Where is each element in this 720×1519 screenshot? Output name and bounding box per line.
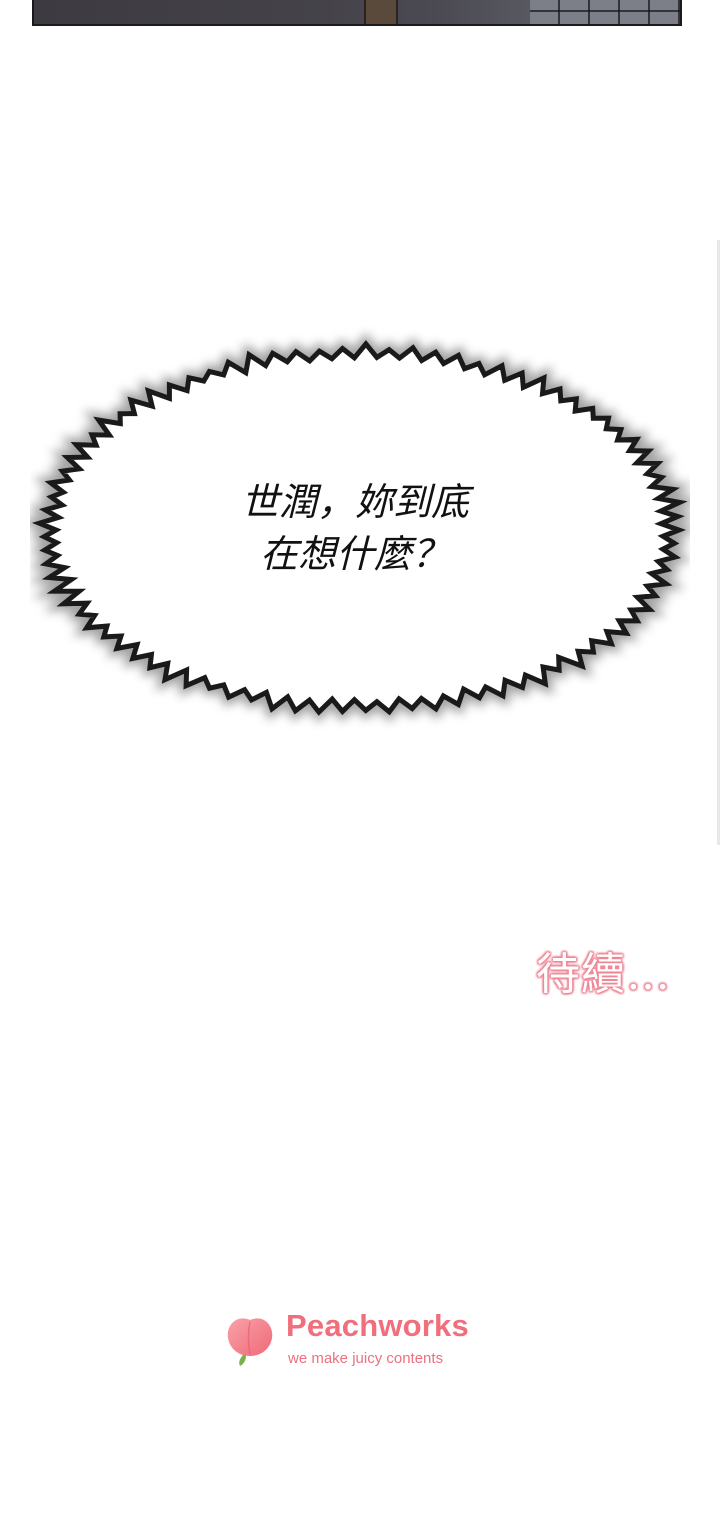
comic-panel-top: [32, 0, 682, 26]
speech-bubble-shape: [30, 332, 690, 723]
spiky-speech-bubble: [30, 325, 690, 735]
panel-brick-wall: [530, 0, 680, 24]
to-be-continued-text: 待續…: [536, 949, 671, 1000]
page-edge-divider: [717, 240, 720, 845]
logo-brand-name: Peachworks: [286, 1308, 469, 1343]
speech-line-2: 在想什麼？: [259, 532, 450, 576]
speech-line-1: 世潤，妳到底: [240, 480, 469, 524]
logo-tagline: we make juicy contents: [288, 1350, 444, 1367]
peachworks-logo: Peachworks we make juicy contents: [226, 1308, 496, 1380]
peach-icon: [227, 1318, 273, 1366]
speech-bubble-text: 世潤，妳到底 在想什麼？: [0, 476, 710, 580]
panel-door: [364, 0, 398, 24]
